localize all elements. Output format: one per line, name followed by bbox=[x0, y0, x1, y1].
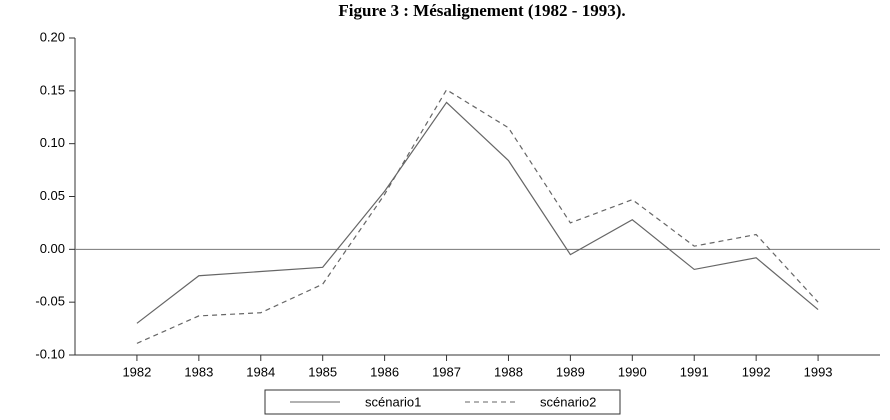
x-tick-label: 1986 bbox=[370, 364, 399, 379]
legend-box bbox=[264, 389, 621, 415]
x-tick-label: 1993 bbox=[804, 364, 833, 379]
y-tick-label: 0.05 bbox=[40, 188, 65, 203]
x-tick-label: 1987 bbox=[432, 364, 461, 379]
x-tick-label: 1989 bbox=[556, 364, 585, 379]
x-tick-label: 1983 bbox=[184, 364, 213, 379]
y-tick-label: 0.20 bbox=[40, 29, 65, 44]
series-line bbox=[136, 88, 819, 344]
x-tick-label: 1982 bbox=[122, 364, 151, 379]
series-line bbox=[136, 101, 819, 324]
legend-label: scénario2 bbox=[540, 394, 596, 409]
x-tick-label: 1988 bbox=[494, 364, 523, 379]
x-tick-label: 1992 bbox=[742, 364, 771, 379]
legend-label: scénario1 bbox=[365, 394, 421, 409]
y-tick-label: 0.15 bbox=[40, 82, 65, 97]
x-tick-label: 1985 bbox=[308, 364, 337, 379]
y-tick-label: 0.10 bbox=[40, 135, 65, 150]
x-tick-label: 1984 bbox=[246, 364, 275, 379]
x-tick-label: 1990 bbox=[618, 364, 647, 379]
y-tick-label: -0.10 bbox=[35, 346, 65, 361]
y-tick-label: 0.00 bbox=[40, 241, 65, 256]
chart-title: Figure 3 : Mésalignement (1982 - 1993). bbox=[338, 1, 625, 20]
x-tick-label: 1991 bbox=[680, 364, 709, 379]
y-tick-label: -0.05 bbox=[35, 294, 65, 309]
